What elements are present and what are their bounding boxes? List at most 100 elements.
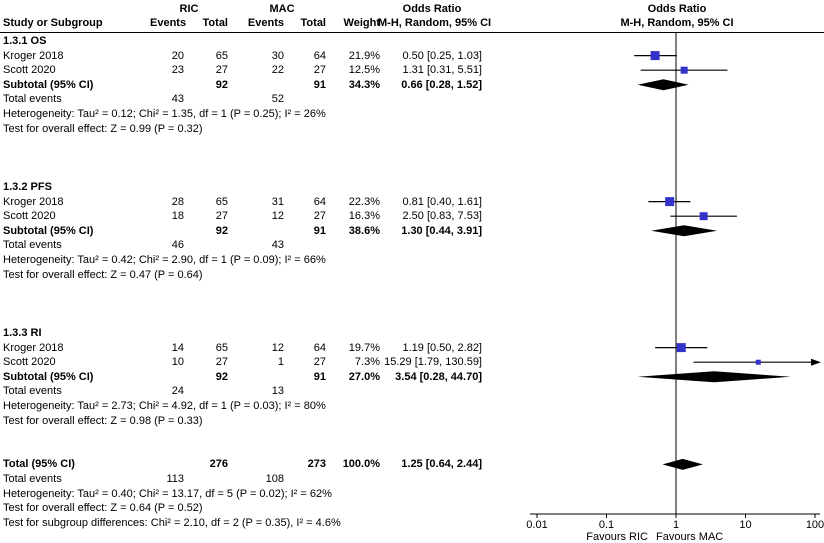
mac-total-value: 27 <box>313 210 326 223</box>
mac-total-value: 27 <box>313 64 326 77</box>
col-odds-ratio-title: Odds Ratio <box>402 3 462 15</box>
overall-effect-note: Test for overall effect: Z = 0.47 (P = 0… <box>3 268 203 281</box>
mac-total-value: 64 <box>313 49 326 62</box>
estimate-ci-text: 1.31 [0.31, 5.51] <box>402 64 482 77</box>
total-events-mac: 52 <box>271 93 284 106</box>
subtotal-label: Subtotal (95% CI) <box>3 224 94 237</box>
subtotal-estimate-ci-text: 3.54 [0.28, 44.70] <box>395 370 482 383</box>
subgroup-title: 1.3.1 OS <box>3 35 47 47</box>
heterogeneity-note: Heterogeneity: Tau² = 0.40; Chi² = 13.17… <box>3 487 332 500</box>
col-ric-events-header: Events <box>150 17 187 29</box>
subgroup-difference-note: Test for subgroup differences: Chi² = 2.… <box>3 516 341 529</box>
subtotal-ric-total: 92 <box>215 78 228 91</box>
subtotal-weight: 38.6% <box>348 224 380 237</box>
ric-events-value: 20 <box>171 49 184 62</box>
subtotal-ric-total: 92 <box>215 370 228 383</box>
summary-diamond <box>637 79 689 91</box>
col-weight-header: Weight <box>343 17 380 29</box>
subtotal-estimate-ci-text: 0.66 [0.28, 1.52] <box>401 78 482 91</box>
weight-value: 19.7% <box>348 341 380 354</box>
estimate-ci-text: 0.81 [0.40, 1.61] <box>402 195 482 208</box>
col-group-ric: RIC <box>179 3 199 15</box>
subtotal-mac-total: 91 <box>313 224 326 237</box>
study-name: Kroger 2018 <box>3 49 64 62</box>
col-mac-total-header: Total <box>300 17 326 29</box>
weight-value: 22.3% <box>348 195 380 208</box>
estimate-ci-text: 2.50 [0.83, 7.53] <box>402 210 482 223</box>
total-events-mac: 108 <box>265 473 284 485</box>
plot-odds-ratio-title: Odds Ratio <box>647 3 707 15</box>
mac-events-value: 1 <box>277 356 284 369</box>
heterogeneity-note: Heterogeneity: Tau² = 0.12; Chi² = 1.35,… <box>3 108 326 120</box>
col-ric-total-header: Total <box>202 17 228 29</box>
plot-or-method-header: M-H, Random, 95% CI <box>620 17 734 29</box>
summary-diamond <box>662 458 703 470</box>
mac-events-value: 30 <box>271 49 284 62</box>
total-mac-total: 273 <box>307 458 326 471</box>
ric-total-value: 27 <box>215 64 228 77</box>
point-estimate-square <box>699 212 708 221</box>
subgroup-title: 1.3.2 PFS <box>3 181 52 193</box>
mac-total-value: 64 <box>313 341 326 354</box>
ric-total-value: 65 <box>215 341 228 354</box>
subtotal-ric-total: 92 <box>215 224 228 237</box>
ric-events-value: 23 <box>171 64 184 77</box>
total-events-mac: 43 <box>271 239 284 252</box>
weight-value: 16.3% <box>348 210 380 223</box>
overall-effect-note: Test for overall effect: Z = 0.98 (P = 0… <box>3 414 203 427</box>
total-estimate-ci-text: 1.25 [0.64, 2.44] <box>401 458 482 471</box>
heterogeneity-note: Heterogeneity: Tau² = 2.73; Chi² = 4.92,… <box>3 400 326 412</box>
weight-value: 12.5% <box>348 64 380 77</box>
subtotal-mac-total: 91 <box>313 370 326 383</box>
ric-total-value: 65 <box>215 49 228 62</box>
col-or-method-header: M-H, Random, 95% CI <box>378 17 492 29</box>
x-axis-tick-label: 1 <box>672 519 680 531</box>
total-events-label: Total events <box>3 385 62 398</box>
ric-total-value: 65 <box>215 195 228 208</box>
favours-right-label: Favours MAC <box>656 531 724 543</box>
point-estimate-square <box>676 343 686 353</box>
ric-events-value: 10 <box>171 356 184 369</box>
study-name: Scott 2020 <box>3 64 56 77</box>
overall-effect-note: Test for overall effect: Z = 0.64 (P = 0… <box>3 502 203 515</box>
estimate-ci-text: 15.29 [1.79, 130.59] <box>384 356 482 369</box>
ric-total-value: 27 <box>215 356 228 369</box>
subtotal-label: Subtotal (95% CI) <box>3 370 94 383</box>
subtotal-estimate-ci-text: 1.30 [0.44, 3.91] <box>401 224 482 237</box>
mac-events-value: 12 <box>271 341 284 354</box>
x-axis-tick-label: 100 <box>805 519 824 531</box>
ric-events-value: 14 <box>171 341 184 354</box>
total-events-ric: 46 <box>171 239 184 252</box>
mac-events-value: 12 <box>271 210 284 223</box>
total-label: Total (95% CI) <box>3 458 75 471</box>
subtotal-label: Subtotal (95% CI) <box>3 78 94 91</box>
point-estimate-square <box>680 66 688 74</box>
overall-effect-note: Test for overall effect: Z = 0.99 (P = 0… <box>3 122 203 135</box>
weight-value: 21.9% <box>348 49 380 62</box>
ric-events-value: 18 <box>171 210 184 223</box>
total-ric-total: 276 <box>209 458 228 471</box>
total-events-label: Total events <box>3 239 62 252</box>
subtotal-weight: 27.0% <box>348 370 380 383</box>
subtotal-mac-total: 91 <box>313 78 326 91</box>
col-group-mac: MAC <box>269 3 295 15</box>
mac-total-value: 64 <box>313 195 326 208</box>
point-estimate-square <box>665 197 675 207</box>
ric-events-value: 28 <box>171 195 184 208</box>
study-name: Scott 2020 <box>3 210 56 223</box>
estimate-ci-text: 1.19 [0.50, 2.82] <box>402 341 482 354</box>
x-axis-tick-label: 10 <box>739 519 752 531</box>
favours-left-label: Favours RIC <box>586 531 648 543</box>
study-name: Kroger 2018 <box>3 341 64 354</box>
study-name: Kroger 2018 <box>3 195 64 208</box>
mac-events-value: 22 <box>271 64 284 77</box>
total-events-label: Total events <box>3 473 62 485</box>
heterogeneity-note: Heterogeneity: Tau² = 0.42; Chi² = 2.90,… <box>3 254 326 266</box>
point-estimate-square <box>755 359 761 365</box>
total-events-mac: 13 <box>271 385 284 398</box>
x-axis-tick-label: 0.1 <box>598 519 615 531</box>
ci-arrow-right <box>811 358 821 366</box>
total-events-label: Total events <box>3 93 62 106</box>
